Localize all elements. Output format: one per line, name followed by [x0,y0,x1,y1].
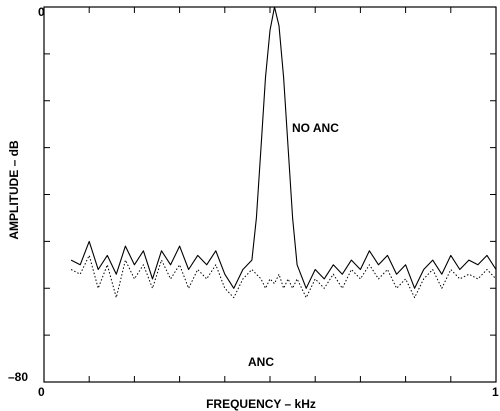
series-group [70,6,497,299]
x-axis-label: FREQUENCY – kHz [206,397,316,411]
annotation-anc: ANC [248,355,274,369]
x-tick-label-1: 1 [492,385,499,399]
series-line-anc [70,254,497,299]
annotation-no-anc: NO ANC [292,121,339,135]
y-tick-label-bottom: –80 [8,370,28,384]
plot-frame [43,6,497,383]
series-line-no-anc [70,6,497,289]
y-tick-label-top: 0 [38,5,45,19]
plot-axes [43,6,497,383]
x-tick-label-0: 0 [38,385,45,399]
axis-ticks [44,7,496,382]
y-axis-label: AMPLITUDE – dB [7,140,21,240]
